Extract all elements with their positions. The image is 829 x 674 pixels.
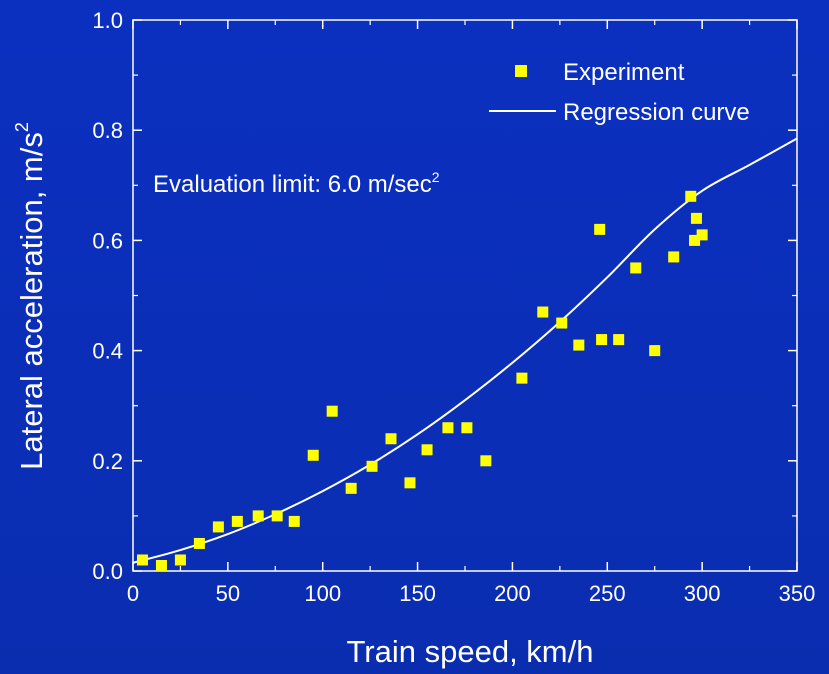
experiment-point bbox=[556, 317, 568, 329]
y-tick-label: 0.0 bbox=[92, 559, 123, 584]
y-tick-label: 1.0 bbox=[92, 8, 123, 33]
experiment-point bbox=[231, 515, 243, 527]
experiment-point bbox=[345, 482, 357, 494]
y-tick-label: 0.6 bbox=[92, 228, 123, 253]
experiment-point bbox=[155, 559, 167, 571]
axis-ticks bbox=[132, 19, 798, 572]
legend-marker-experiment bbox=[515, 65, 527, 77]
experiment-point bbox=[594, 223, 606, 235]
x-tick-label: 300 bbox=[684, 581, 721, 606]
experiment-point bbox=[649, 345, 661, 357]
evaluation-limit-annotation: Evaluation limit: 6.0 m/sec2 bbox=[153, 169, 440, 198]
x-tick-label: 250 bbox=[589, 581, 626, 606]
x-tick-label: 350 bbox=[779, 581, 816, 606]
experiment-point bbox=[174, 554, 186, 566]
axis-tick-labels: 0 50 100 150 200 250 300 350 0.0 0.2 0.4 0.6 0.8 1.0 bbox=[92, 8, 815, 606]
y-tick-label: 0.4 bbox=[92, 339, 123, 364]
experiment-point bbox=[212, 521, 224, 533]
experiment-point bbox=[630, 262, 642, 274]
experiment-point bbox=[326, 405, 338, 417]
experiment-point bbox=[385, 433, 397, 445]
experiment-point bbox=[136, 554, 148, 566]
x-tick-label: 150 bbox=[399, 581, 436, 606]
regression-curve-line bbox=[132, 137, 798, 564]
experiment-point bbox=[366, 460, 378, 472]
experiment-point bbox=[193, 537, 205, 549]
experiment-points bbox=[136, 190, 708, 571]
experiment-point bbox=[421, 444, 433, 456]
experiment-point bbox=[613, 334, 625, 346]
experiment-point bbox=[573, 339, 585, 351]
legend-label-experiment: Experiment bbox=[563, 59, 685, 86]
experiment-point bbox=[442, 422, 454, 434]
experiment-point bbox=[404, 477, 416, 489]
experiment-point bbox=[690, 212, 702, 224]
experiment-point bbox=[537, 306, 549, 318]
experiment-point bbox=[271, 510, 283, 522]
y-axis-label: Lateral acceleration, m/s2 bbox=[12, 122, 49, 470]
legend-label-regression: Regression curve bbox=[563, 99, 750, 126]
x-tick-label: 200 bbox=[494, 581, 531, 606]
experiment-point bbox=[685, 190, 697, 202]
x-tick-label: 0 bbox=[127, 581, 139, 606]
experiment-point bbox=[461, 422, 473, 434]
x-tick-label: 50 bbox=[216, 581, 240, 606]
x-tick-label: 100 bbox=[304, 581, 341, 606]
experiment-point bbox=[696, 229, 708, 241]
experiment-point bbox=[689, 234, 701, 246]
experiment-point bbox=[252, 510, 264, 522]
x-axis-label: Train speed, km/h bbox=[347, 634, 594, 669]
experiment-point bbox=[480, 455, 492, 467]
experiment-point bbox=[516, 372, 528, 384]
y-tick-label: 0.2 bbox=[92, 449, 123, 474]
legend: Experiment Regression curve bbox=[489, 59, 750, 126]
experiment-point bbox=[307, 449, 319, 461]
y-tick-label: 0.8 bbox=[92, 118, 123, 143]
experiment-point bbox=[596, 334, 608, 346]
experiment-point bbox=[668, 251, 680, 263]
experiment-point bbox=[288, 515, 300, 527]
